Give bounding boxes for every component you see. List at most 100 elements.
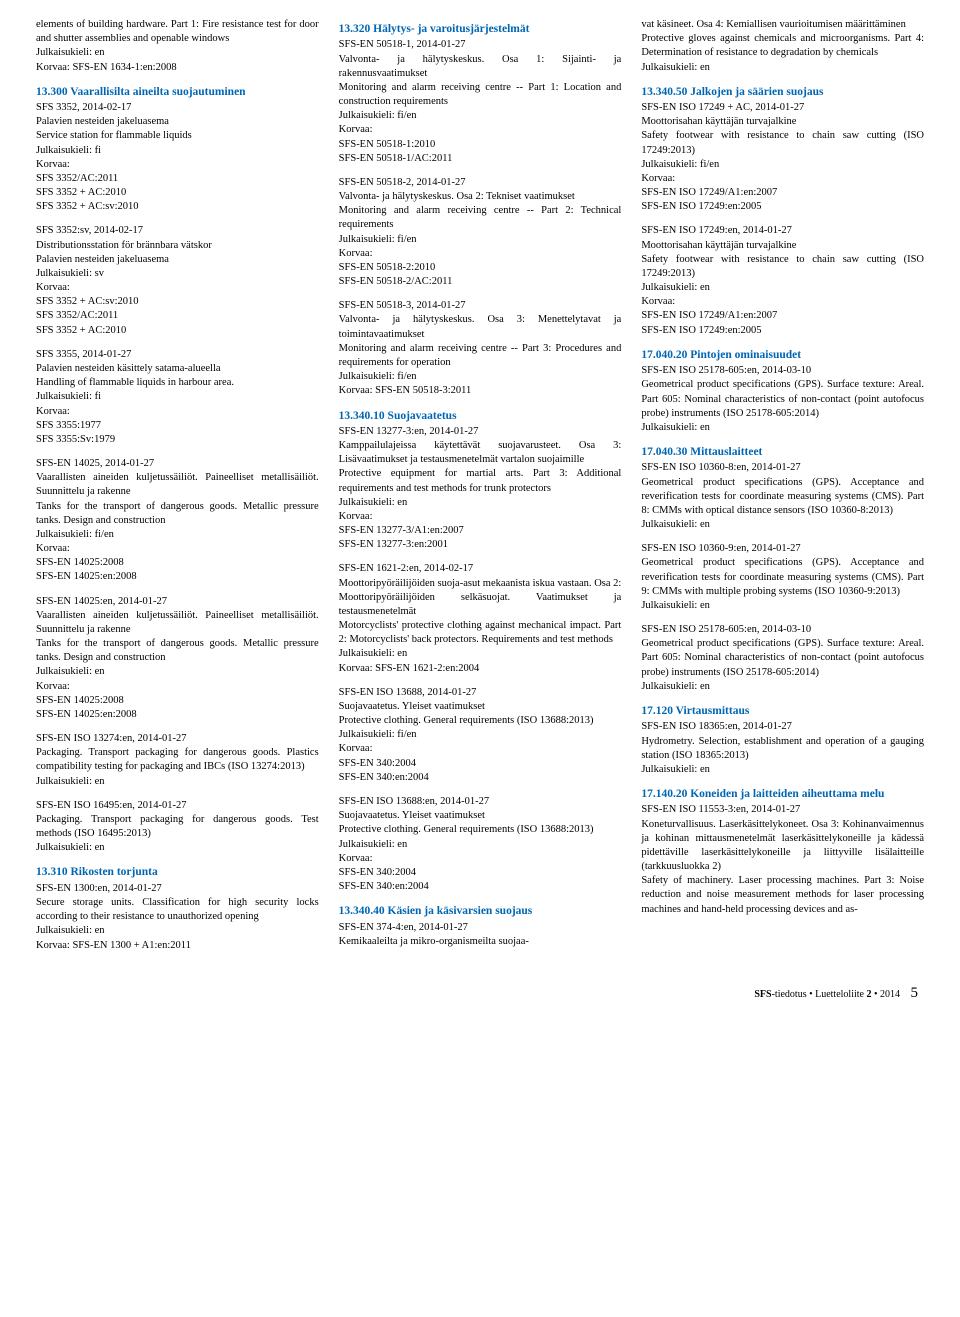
entry-lang: Julkaisukieli: en <box>339 647 622 661</box>
entry-replaces: SFS 3352/AC:2011 <box>36 172 319 186</box>
entry-replaces: SFS-EN 14025:en:2008 <box>36 708 319 722</box>
section-heading: 13.310 Rikosten torjunta <box>36 865 319 879</box>
entry-lang: Julkaisukieli: en <box>339 496 622 510</box>
standard-entry: SFS-EN ISO 17249:en, 2014-01-27 Moottoris… <box>641 224 924 337</box>
standard-entry: SFS-EN 14025, 2014-01-27Vaarallisten ain… <box>36 457 319 585</box>
standard-entry: SFS-EN ISO 10360-9:en, 2014-01-27Geometr… <box>641 542 924 613</box>
entry-text: Valvonta- ja hälytyskeskus. Osa 2: Tekni… <box>339 191 575 202</box>
entry-title: SFS-EN 374-4:en, 2014-01-27 <box>339 922 468 933</box>
entry-replaces: SFS 3352 + AC:2010 <box>36 186 319 200</box>
entry-lang: Julkaisukieli: fi/en <box>339 728 622 742</box>
entry-replaces: SFS 3355:1977 <box>36 419 319 433</box>
footer-sep: • <box>809 989 813 1000</box>
standard-entry: SFS-EN 13277-3:en, 2014-01-27Kamppailula… <box>339 425 622 553</box>
entry-title: SFS-EN 50518-1, 2014-01-27 <box>339 39 466 50</box>
entry-title: SFS 3352:sv, 2014-02-17 <box>36 225 143 236</box>
standard-entry: SFS-EN ISO 25178-605:en, 2014-03-10Geome… <box>641 364 924 435</box>
page-footer: SFS-tiedotus • Luetteloliite 2 • 2014 5 <box>36 983 924 1003</box>
content-columns: elements of building hardware. Part 1: F… <box>36 18 924 963</box>
entry-lang: Julkaisukieli: fi/en <box>36 528 319 542</box>
entry-lang: Julkaisukieli: en <box>36 46 319 60</box>
entry-text: Safety of machinery. Laser processing ma… <box>641 875 924 914</box>
entry-korvaa: Korvaa: <box>339 123 622 137</box>
standard-entry: SFS-EN ISO 13274:en, 2014-01-27Packaging… <box>36 732 319 789</box>
standard-entry: SFS-EN ISO 13688:en, 2014-01-27Suojavaat… <box>339 795 622 894</box>
entry-title: SFS-EN 50518-2, 2014-01-27 <box>339 177 466 188</box>
entry-korvaa: Korvaa: SFS-EN 1634-1:en:2008 <box>36 61 319 75</box>
entry-text: Protective clothing. General requirement… <box>339 824 594 835</box>
entry-korvaa: Korvaa: <box>36 405 319 419</box>
standard-entry: SFS-EN ISO 10360-8:en, 2014-01-27Geometr… <box>641 461 924 532</box>
entry-title: SFS 3355, 2014-01-27 <box>36 349 131 360</box>
entry-replaces: SFS-EN 50518-2:2010 <box>339 261 622 275</box>
entry-text: Valvonta- ja hälytyskeskus. Osa 3: Menet… <box>339 314 622 339</box>
standard-entry: SFS-EN ISO 16495:en, 2014-01-27 Packaging… <box>36 799 319 856</box>
entry-text: Monitoring and alarm receiving centre --… <box>339 343 622 368</box>
entry-text: Palavien nesteiden jakeluasema <box>36 254 169 265</box>
entry-korvaa: Korvaa: <box>339 742 622 756</box>
entry-korvaa: Korvaa: SFS-EN 50518-3:2011 <box>339 384 622 398</box>
entry-title: SFS-EN ISO 11553-3:en, 2014-01-27 <box>641 804 800 815</box>
entry-lang: Julkaisukieli: en <box>339 838 622 852</box>
footer-year: 2014 <box>880 989 900 1000</box>
entry-lang: Julkaisukieli: en <box>36 841 319 855</box>
entry-replaces: SFS-EN 340:2004 <box>339 757 622 771</box>
entry-text: Valvonta- ja hälytyskeskus. Osa 1: Sijai… <box>339 54 622 79</box>
entry-korvaa: Korvaa: <box>36 680 319 694</box>
entry-text: Suojavaatetus. Yleiset vaatimukset <box>339 701 485 712</box>
entry-replaces: SFS 3355:Sv:1979 <box>36 433 319 447</box>
entry-title: SFS-EN ISO 13688:en, 2014-01-27 <box>339 796 490 807</box>
entry-text: Palavien nesteiden käsittely satama-alue… <box>36 363 221 374</box>
entry-title: SFS-EN ISO 13274:en, 2014-01-27 <box>36 733 187 744</box>
entry-title: SFS-EN ISO 16495:en, 2014-01-27 <box>36 800 187 811</box>
entry-text: Safety footwear with resistance to chain… <box>641 254 924 279</box>
standard-entry: SFS-EN ISO 25178-605:en, 2014-03-10Geome… <box>641 623 924 694</box>
entry-lang: Julkaisukieli: fi/en <box>339 109 622 123</box>
entry-text: Moottorisahan käyttäjän turvajalkine <box>641 116 796 127</box>
entry-text: Vaarallisten aineiden kuljetussäiliöt. P… <box>36 610 319 635</box>
column-3: vat käsineet. Osa 4: Kemiallisen vaurioi… <box>641 18 924 963</box>
entry-text: Safety footwear with resistance to chain… <box>641 130 924 155</box>
section-heading: 13.340.50 Jalkojen ja säärien suojaus <box>641 85 924 99</box>
entry-korvaa: Korvaa: SFS-EN 1300 + A1:en:2011 <box>36 939 319 953</box>
standard-entry: SFS-EN 50518-3, 2014-01-27Valvonta- ja h… <box>339 299 622 398</box>
entry-replaces: SFS-EN ISO 17249:en:2005 <box>641 324 924 338</box>
entry-text: Distributionsstation för brännbara vätsk… <box>36 240 212 251</box>
entry-lang: Julkaisukieli: fi/en <box>339 370 622 384</box>
footer-brand: SFS <box>754 989 771 1000</box>
column-1: elements of building hardware. Part 1: F… <box>36 18 319 963</box>
entry-title: SFS-EN 14025, 2014-01-27 <box>36 458 154 469</box>
entry-title: SFS-EN ISO 10360-8:en, 2014-01-27 <box>641 462 800 473</box>
entry-replaces: SFS-EN 13277-3:en:2001 <box>339 538 622 552</box>
entry-title: SFS-EN ISO 17249:en, 2014-01-27 <box>641 225 792 236</box>
entry-replaces: SFS-EN 340:en:2004 <box>339 880 622 894</box>
entry-text: vat käsineet. Osa 4: Kemiallisen vaurioi… <box>641 19 905 30</box>
footer-page: 5 <box>911 985 919 1001</box>
entry-replaces: SFS-EN 50518-1:2010 <box>339 138 622 152</box>
entry-replaces: SFS-EN 14025:2008 <box>36 556 319 570</box>
footer-issue: Luetteloliite <box>815 989 864 1000</box>
section-heading: 13.320 Hälytys- ja varoitus­järjestelmät <box>339 22 622 36</box>
column-2: 13.320 Hälytys- ja varoitus­järjestelmät… <box>339 18 622 963</box>
entry-replaces: SFS-EN 14025:2008 <box>36 694 319 708</box>
entry-title: SFS-EN ISO 17249 + AC, 2014-01-27 <box>641 102 804 113</box>
entry-korvaa: Korvaa: <box>339 852 622 866</box>
entry-text: Tanks for the transport of dangerous goo… <box>36 501 319 526</box>
entry-text: Moottoripyöräilijöiden suoja-asut mekaan… <box>339 578 622 617</box>
entry-title: SFS-EN ISO 25178-605:en, 2014-03-10 <box>641 365 811 376</box>
entry-text: Packaging. Transport packaging for dange… <box>36 814 319 839</box>
entry-text: Koneturvallisuus. Laserkäsittelykoneet. … <box>641 819 924 873</box>
entry-text: Moottorisahan käyttäjän turvajalkine <box>641 240 796 251</box>
standard-entry: SFS-EN 50518-2, 2014-01-27 Valvonta- ja h… <box>339 176 622 289</box>
entry-title: SFS-EN ISO 10360-9:en, 2014-01-27 <box>641 543 800 554</box>
entry-replaces: SFS-EN ISO 17249/A1:en:2007 <box>641 186 924 200</box>
entry-replaces: SFS-EN 14025:en:2008 <box>36 570 319 584</box>
entry-lang: Julkaisukieli: fi <box>36 144 319 158</box>
entry-text: Protective equipment for martial arts. P… <box>339 468 622 493</box>
entry-replaces: SFS 3352 + AC:2010 <box>36 324 319 338</box>
standard-entry: SFS-EN ISO 13688, 2014-01-27Suojavaatetu… <box>339 686 622 785</box>
standard-entry: SFS 3352:sv, 2014-02-17 Distributionsstat… <box>36 224 319 337</box>
entry-text: Palavien nesteiden jakeluasema <box>36 116 169 127</box>
entry-text: Handling of flammable liquids in harbour… <box>36 377 234 388</box>
entry-title: SFS-EN 1300:en, 2014-01-27 <box>36 883 162 894</box>
